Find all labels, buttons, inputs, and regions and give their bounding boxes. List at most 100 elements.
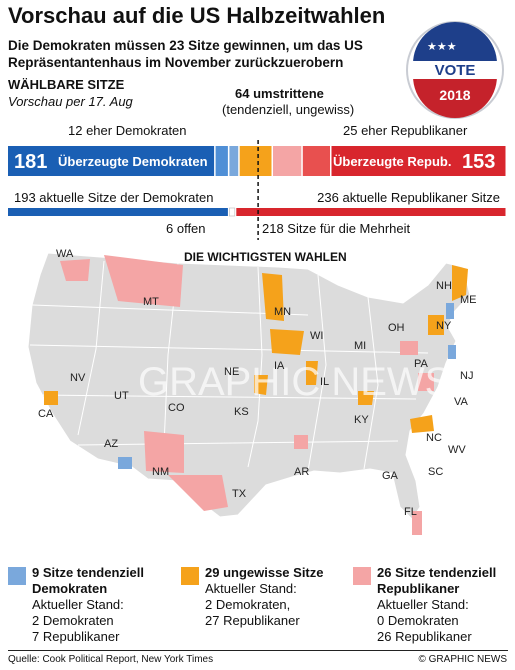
va-region — [418, 373, 434, 391]
state-label-fl: FL — [404, 506, 417, 518]
legend-status: Aktueller Stand: — [205, 581, 297, 596]
state-labels: WA MT NH ME MN WI MI OH NY PA NJ IA NE IL NV UT CA CO KS KY… — [38, 248, 477, 518]
mn-region — [262, 273, 284, 321]
tossup-count-label: 64 umstrittene — [235, 86, 324, 101]
bar-segment-0 — [8, 208, 228, 216]
legend-status: 26 Republikaner — [377, 629, 472, 644]
state-label-nh: NH — [436, 280, 452, 292]
state-label-ut: UT — [114, 390, 129, 402]
source-note: Quelle: Cook Political Report, New York … — [8, 654, 214, 665]
map-highlights — [44, 255, 468, 535]
legend-status: Aktueller Stand: — [377, 597, 469, 612]
state-label-wv: WV — [448, 444, 466, 456]
nh-region — [446, 303, 454, 319]
fl-region — [412, 511, 422, 535]
state-label-ca: CA — [38, 408, 54, 420]
lean-rep-label: 25 eher Republikaner — [343, 123, 468, 138]
ar-region — [294, 435, 308, 449]
solid-rep-text: Überzeugte Repub. — [333, 154, 451, 169]
state-label-ar: AR — [294, 466, 309, 478]
state-label-az: AZ — [104, 438, 118, 450]
bar-segment-2 — [229, 146, 239, 176]
legend-title: 9 Sitze tendenziell Demokraten — [32, 565, 144, 596]
solid-rep-number: 153 — [462, 151, 495, 173]
ky-region — [358, 391, 374, 405]
state-label-wi: WI — [310, 330, 323, 342]
seat-bars: 181 Überzeugte Demokraten Überzeugte Rep… — [8, 140, 506, 240]
legend-swatch — [181, 567, 199, 585]
ca-region — [44, 391, 58, 405]
us-map-svg: DIE WICHTIGSTEN WAHLEN GRAPHIC NEWS WA MT… — [27, 248, 477, 535]
state-label-mi: MI — [354, 340, 366, 352]
bar-segment-3 — [239, 146, 272, 176]
state-label-co: CO — [168, 402, 185, 414]
legend-swatch — [353, 567, 371, 585]
open-seats-label: 6 offen — [166, 221, 206, 236]
nm-region — [144, 431, 184, 473]
ia-region — [270, 329, 304, 355]
vote-badge: ★★★ VOTE 2018 — [406, 21, 504, 119]
current-bar — [8, 207, 506, 217]
badge-top — [413, 22, 497, 64]
badge-year-text: 2018 — [439, 87, 470, 103]
map-heading: DIE WICHTIGSTEN WAHLEN — [184, 250, 347, 264]
nj-region — [448, 345, 456, 359]
state-label-nj: NJ — [460, 370, 473, 382]
bar-segment-1 — [215, 146, 228, 176]
legend-title: 26 Sitze tendenziell Republikaner — [377, 565, 497, 596]
legend-status: 27 Republikaner — [205, 613, 300, 628]
state-label-ia: IA — [274, 360, 285, 372]
state-label-ny: NY — [436, 320, 452, 332]
state-label-mn: MN — [274, 306, 291, 318]
current-dem-label: 193 aktuelle Sitze der Demokraten — [14, 190, 213, 205]
ks-region — [254, 375, 268, 395]
bar-segment-4 — [273, 146, 302, 176]
bar-segment-5 — [302, 146, 330, 176]
star-icon: ★★★ — [427, 41, 457, 53]
state-label-ks: KS — [234, 406, 249, 418]
tx-region — [168, 475, 228, 511]
badge-bottom — [413, 76, 497, 118]
nc-region — [410, 415, 434, 433]
state-label-me: ME — [460, 294, 477, 306]
state-label-va: VA — [454, 396, 469, 408]
footer-divider — [8, 650, 508, 651]
legend-status: 2 Demokraten, — [205, 597, 291, 612]
legend-status: 2 Demokraten — [32, 613, 114, 628]
solid-dem-text: Überzeugte Demokraten — [58, 154, 208, 169]
forecast-date: Vorschau per 17. Aug — [8, 94, 133, 109]
state-label-tx: TX — [232, 488, 247, 500]
state-label-mt: MT — [143, 296, 159, 308]
page-title: Vorschau auf die US Halbzeitwahlen — [8, 3, 386, 28]
lean-dem-label: 12 eher Demokraten — [68, 123, 187, 138]
me-region — [452, 265, 468, 301]
state-label-il: IL — [320, 376, 329, 388]
majority-label: 218 Sitze für die Mehrheit — [262, 221, 411, 236]
pa-region — [400, 341, 418, 355]
state-label-ky: KY — [354, 414, 369, 426]
map-watermark: GRAPHIC NEWS — [138, 360, 451, 404]
az-region — [118, 457, 132, 469]
legend-status: 0 Demokraten — [377, 613, 459, 628]
solid-dem-number: 181 — [14, 151, 47, 173]
state-label-ne: NE — [224, 366, 239, 378]
bar-segment-2 — [236, 208, 506, 216]
state-label-ga: GA — [382, 470, 399, 482]
bar-segment-0 — [8, 146, 215, 176]
current-rep-label: 236 aktuelle Republikaner Sitze — [317, 190, 500, 205]
legend-swatch — [8, 567, 26, 585]
state-label-oh: OH — [388, 322, 405, 334]
state-label-sc: SC — [428, 466, 443, 478]
mt-region — [104, 255, 183, 307]
badge-vote-text: VOTE — [435, 62, 476, 79]
state-label-pa: PA — [414, 358, 429, 370]
state-label-wa: WA — [56, 248, 74, 260]
legend-title: 29 ungewisse Sitze — [205, 565, 324, 580]
copyright: © GRAPHIC NEWS — [418, 654, 508, 665]
ny-region — [428, 315, 444, 335]
us-map: DIE WICHTIGSTEN WAHLEN GRAPHIC NEWS WA MT… — [8, 245, 508, 557]
seats-heading: WÄHLBARE SITZE — [8, 77, 125, 92]
tossup-sub-label: (tendenziell, ungewiss) — [222, 102, 355, 117]
wa-region — [60, 259, 90, 281]
legend-status: 7 Republikaner — [32, 629, 120, 644]
